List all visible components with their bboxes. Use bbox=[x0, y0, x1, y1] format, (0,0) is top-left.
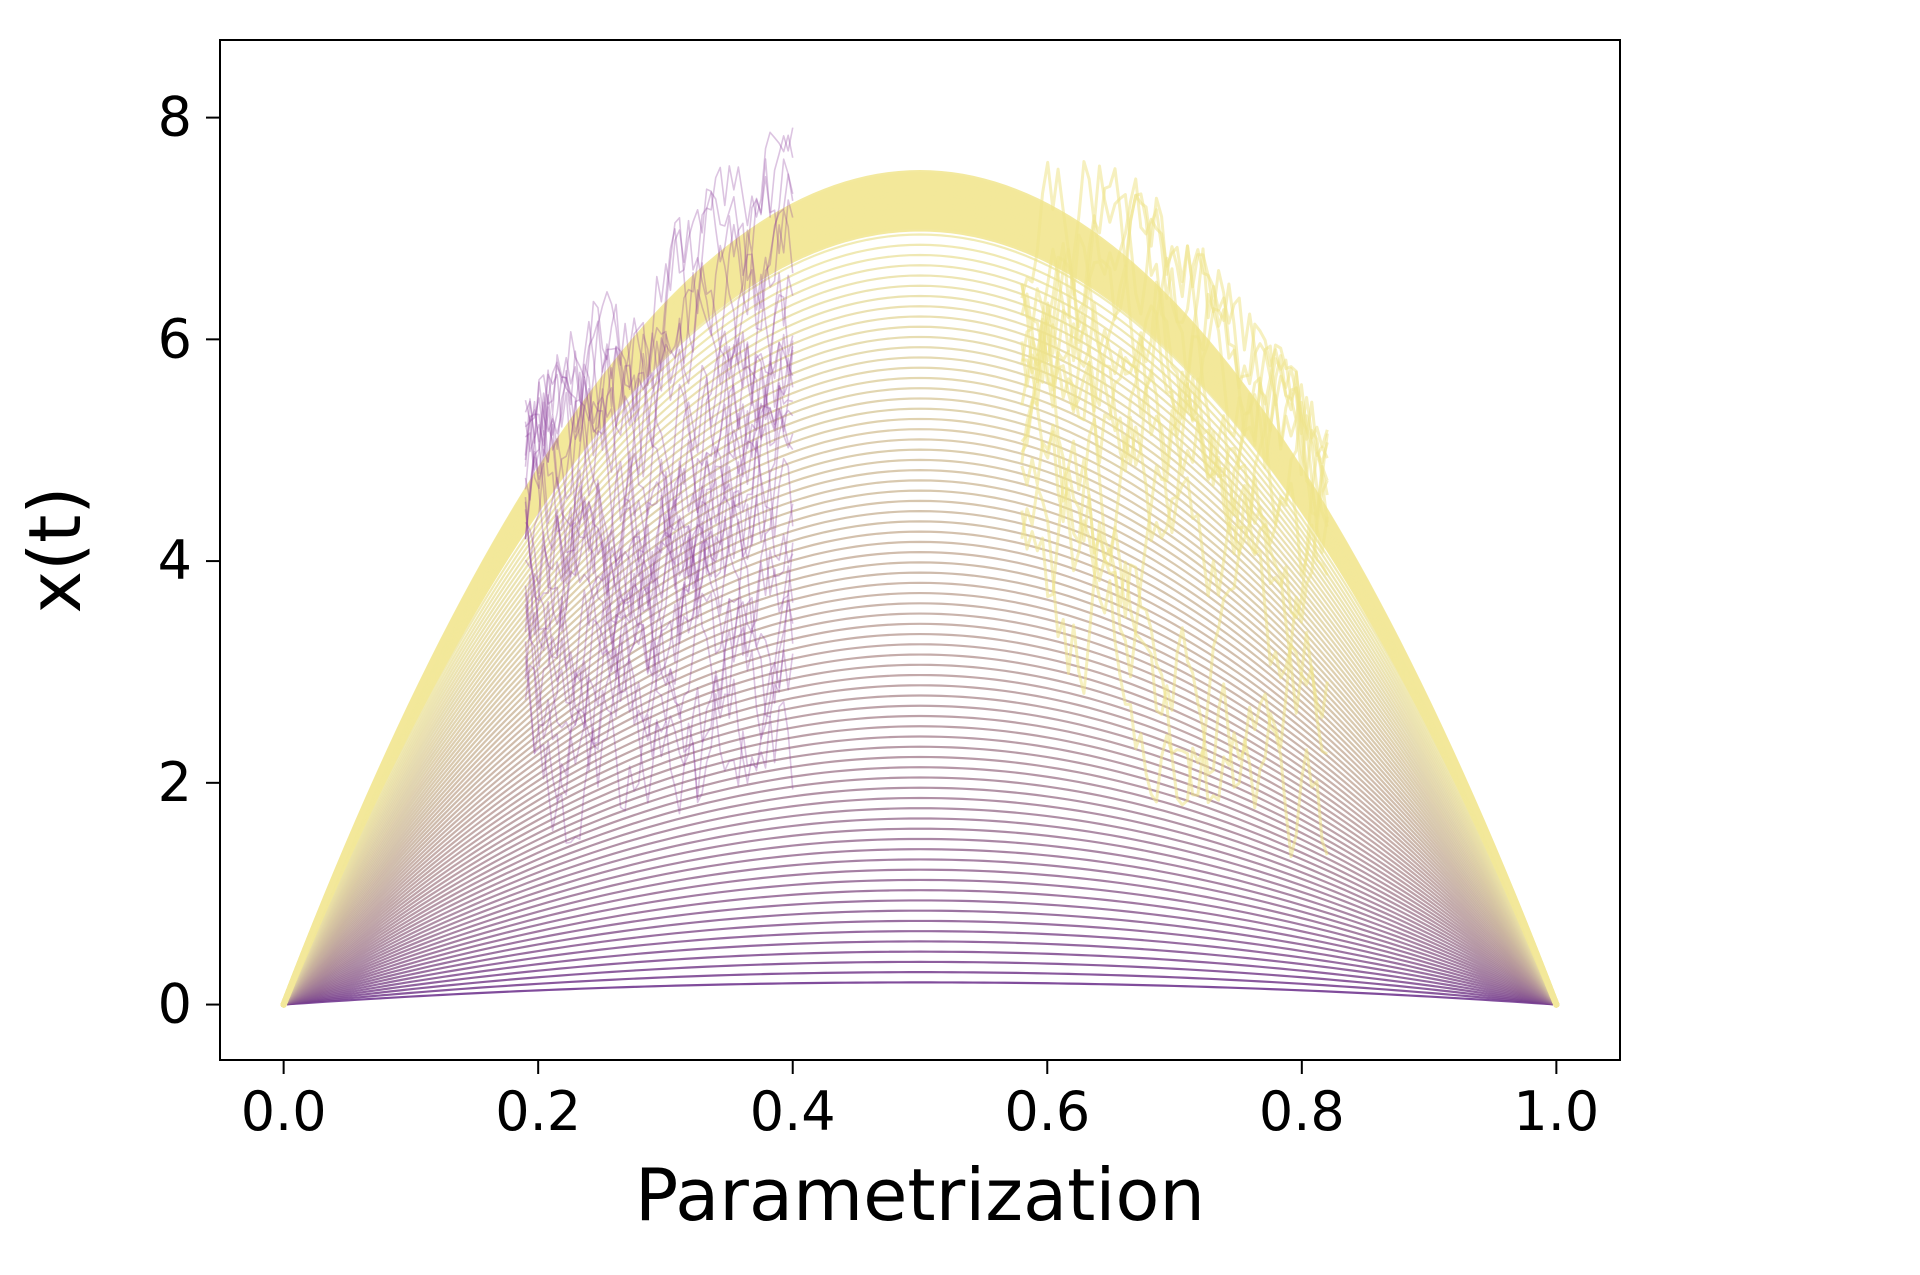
x-tick-label: 0.8 bbox=[1259, 1080, 1345, 1143]
x-tick-label: 0.0 bbox=[241, 1080, 327, 1143]
y-ticks: 0 2 4 6 8 bbox=[158, 86, 220, 1036]
chart-svg: 0.0 0.2 0.4 0.6 0.8 1.0 0 2 4 6 8 Parametrization… bbox=[0, 0, 1920, 1275]
y-tick-label: 4 bbox=[158, 529, 192, 592]
y-tick-label: 0 bbox=[158, 973, 192, 1036]
x-tick-label: 0.2 bbox=[495, 1080, 581, 1143]
x-tick-label: 0.6 bbox=[1004, 1080, 1090, 1143]
x-ticks: 0.0 0.2 0.4 0.6 0.8 1.0 bbox=[241, 1060, 1600, 1143]
chart-container: 0.0 0.2 0.4 0.6 0.8 1.0 0 2 4 6 8 Parametrization… bbox=[0, 0, 1920, 1275]
x-tick-label: 1.0 bbox=[1513, 1080, 1599, 1143]
y-tick-label: 6 bbox=[158, 307, 192, 370]
x-tick-label: 0.4 bbox=[750, 1080, 836, 1143]
x-axis-label: Parametrization bbox=[635, 1153, 1205, 1237]
y-tick-label: 8 bbox=[158, 86, 192, 149]
y-tick-label: 2 bbox=[158, 751, 192, 814]
y-axis-label: x(t) bbox=[13, 486, 97, 613]
